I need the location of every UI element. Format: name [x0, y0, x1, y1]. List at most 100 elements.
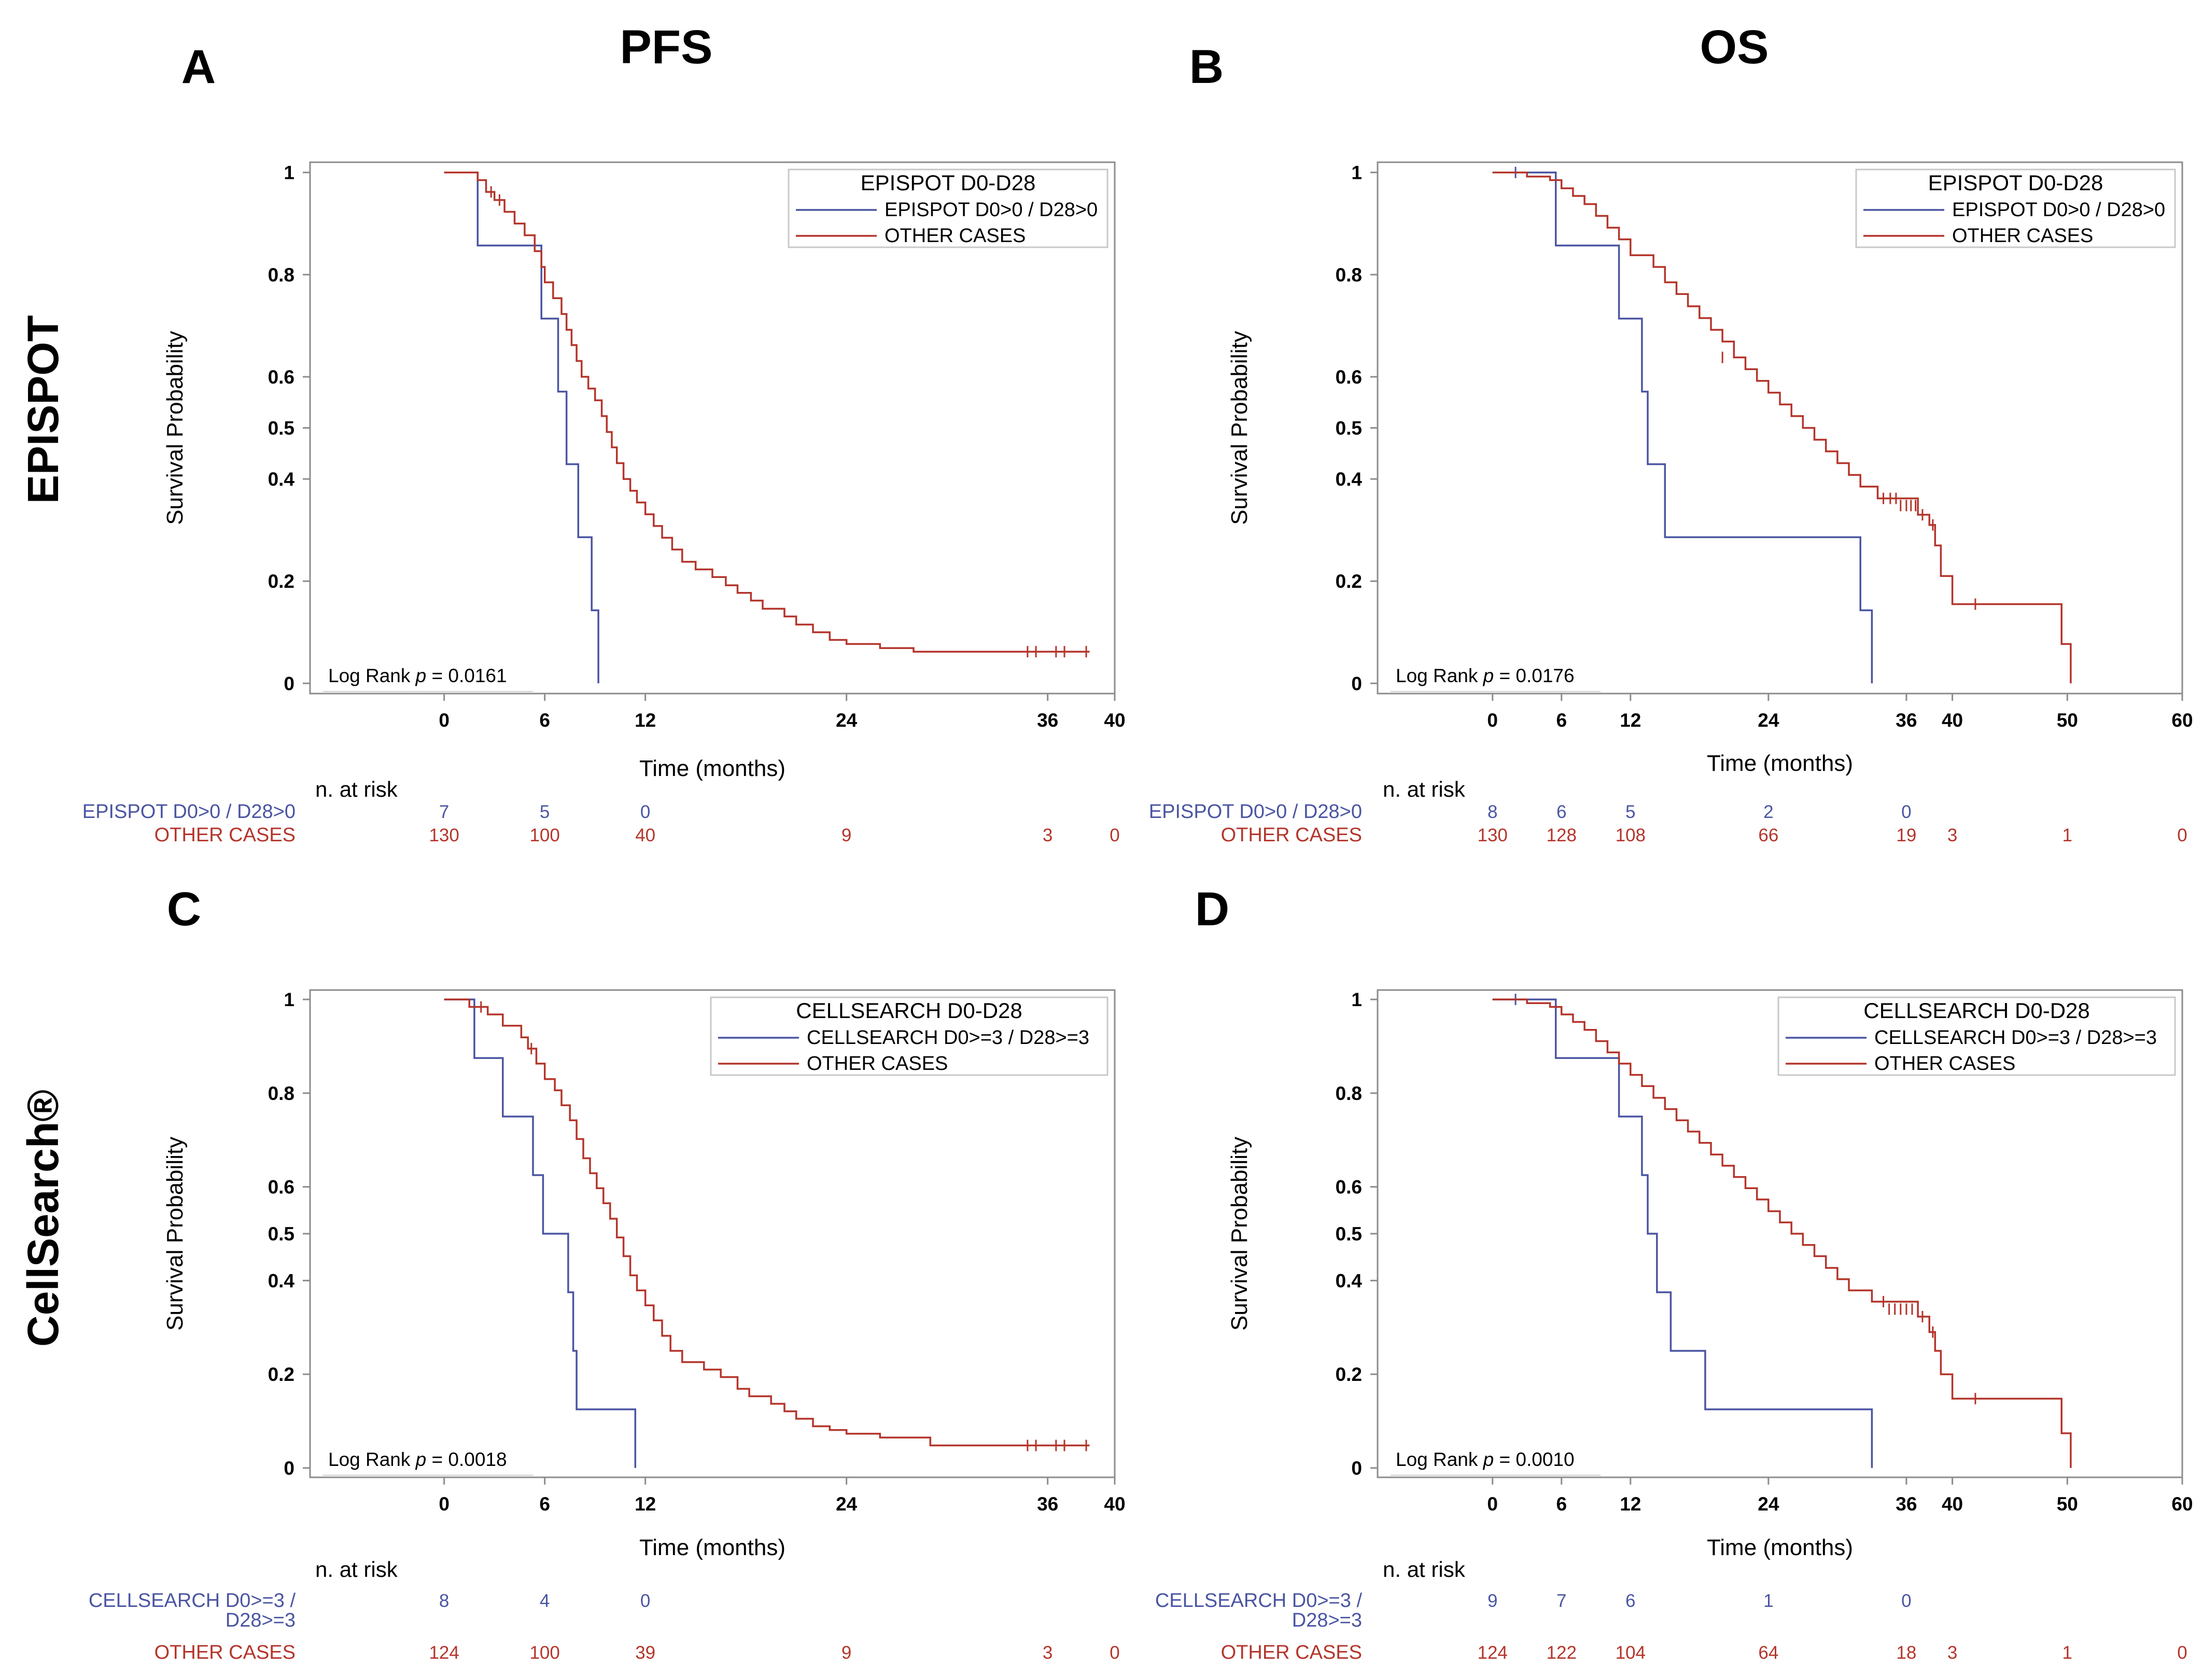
- risk-count: 4: [540, 1591, 550, 1611]
- risk-table-title: n. at risk: [315, 777, 398, 801]
- risk-count: 39: [635, 1643, 655, 1663]
- y-tick-label: 0.2: [268, 1364, 294, 1385]
- legend-box: [1777, 996, 2176, 1076]
- risk-table-title: n. at risk: [1383, 1557, 1466, 1582]
- risk-count: 1: [1763, 1591, 1773, 1611]
- y-axis-label: Survival Probability: [1227, 331, 1252, 525]
- legend-entry: EPISPOT D0>0 / D28>0: [1952, 199, 2165, 221]
- y-tick-label: 0.2: [1336, 571, 1362, 592]
- risk-count: 8: [1488, 802, 1497, 822]
- risk-table-title: n. at risk: [1383, 777, 1466, 801]
- x-tick-label: 12: [635, 1493, 656, 1515]
- km-panel-b: B00.20.40.50.60.810 6 12 24 36 40 50 60Survival…: [1149, 40, 2193, 846]
- risk-count: 0: [1901, 1591, 1911, 1611]
- risk-row-label: CELLSEARCH D0>=3 /: [1155, 1590, 1363, 1612]
- log-rank-pvalue: Log Rank p = 0.0010: [1396, 1449, 1575, 1470]
- legend-entry: CELLSEARCH D0>=3 / D28>=3: [1874, 1027, 2157, 1049]
- x-tick-label: 6: [1556, 710, 1567, 731]
- y-tick-label: 0.6: [1336, 366, 1362, 388]
- risk-count: 3: [1947, 825, 1957, 845]
- km-curve-group: [444, 998, 637, 1468]
- risk-count: 124: [1478, 1643, 1508, 1663]
- x-axis-label: Time (months): [639, 756, 785, 781]
- km-curve-other: [1492, 171, 2072, 684]
- risk-count: 130: [429, 825, 459, 845]
- column-title-pfs: PFS: [620, 21, 713, 74]
- panel-letter-b: B: [1189, 40, 1224, 93]
- x-tick-label: 40: [1942, 710, 1963, 731]
- risk-count: 3: [1043, 1643, 1053, 1663]
- y-axis-label: Survival Probability: [1227, 1137, 1252, 1331]
- risk-count: 1: [2062, 1643, 2072, 1663]
- y-tick-label: 0.5: [268, 1223, 294, 1245]
- risk-count: 2: [1763, 802, 1773, 822]
- x-tick-label: 6: [539, 1493, 550, 1515]
- risk-row-label: OTHER CASES: [1221, 824, 1362, 846]
- x-tick-label: 40: [1104, 1493, 1125, 1515]
- y-tick-label: 0.6: [268, 1177, 294, 1198]
- legend-entry: OTHER CASES: [807, 1053, 948, 1075]
- x-tick-label: 24: [836, 1493, 858, 1515]
- risk-count: 0: [1901, 802, 1911, 822]
- legend-title: CELLSEARCH D0-D28: [796, 998, 1022, 1023]
- x-axis-label: Time (months): [1707, 1535, 1853, 1560]
- km-curve-group: [1492, 998, 1873, 1468]
- x-tick-label: 50: [2057, 1493, 2078, 1515]
- x-tick-label: 40: [1104, 710, 1125, 731]
- x-tick-label: 50: [2057, 710, 2078, 731]
- x-tick-label: 60: [2171, 1493, 2193, 1515]
- y-tick-label: 1: [1351, 162, 1362, 183]
- risk-count: 40: [635, 825, 655, 845]
- legend-box: [1855, 168, 2176, 248]
- x-tick-label: 36: [1896, 710, 1917, 731]
- y-tick-label: 0.4: [268, 469, 295, 490]
- risk-table-title: n. at risk: [315, 1557, 398, 1582]
- km-curve-group: [1492, 171, 1873, 684]
- risk-row-label-cont: D28>=3: [226, 1610, 296, 1631]
- risk-count: 7: [1556, 1591, 1566, 1611]
- legend-box: [710, 996, 1108, 1076]
- risk-count: 19: [1896, 825, 1916, 845]
- x-tick-label: 24: [1758, 1493, 1779, 1515]
- risk-count: 6: [1625, 1591, 1635, 1611]
- risk-count: 5: [540, 802, 550, 822]
- risk-count: 128: [1547, 825, 1577, 845]
- log-rank-pvalue: Log Rank p = 0.0161: [328, 665, 507, 686]
- y-tick-label: 1: [284, 162, 294, 183]
- km-panel-d: D00.20.40.50.60.810 6 12 24 36 40 50 60Survival…: [1155, 883, 2193, 1663]
- risk-row-label: CELLSEARCH D0>=3 /: [89, 1590, 296, 1612]
- y-tick-label: 0.6: [268, 366, 294, 388]
- risk-count: 8: [439, 1591, 449, 1611]
- x-axis-label: Time (months): [1707, 751, 1853, 776]
- km-curve-other: [1492, 998, 2072, 1468]
- y-tick-label: 0.4: [268, 1270, 295, 1291]
- risk-row-label: OTHER CASES: [1221, 1642, 1362, 1663]
- y-tick-label: 0.2: [268, 571, 294, 592]
- risk-count: 0: [640, 802, 650, 822]
- risk-count: 108: [1616, 825, 1646, 845]
- y-tick-label: 0: [284, 673, 294, 694]
- risk-row-label: EPISPOT D0>0 / D28>0: [1149, 801, 1362, 823]
- risk-count: 5: [1625, 802, 1635, 822]
- panel-letter-d: D: [1195, 883, 1229, 936]
- y-axis-label: Survival Probability: [162, 331, 188, 525]
- x-tick-label: 12: [1620, 710, 1641, 731]
- y-tick-label: 0: [1351, 1458, 1362, 1479]
- y-tick-label: 0.6: [1336, 1177, 1362, 1198]
- x-tick-label: 36: [1037, 710, 1058, 731]
- risk-count: 100: [529, 825, 559, 845]
- risk-count: 3: [1043, 825, 1053, 845]
- km-panel-a: A 0 0.2 0.4 0.5 0.6 0.8 1 0 6 12 24 36 40 Survival Pro…: [82, 40, 1126, 846]
- x-tick-label: 24: [1758, 710, 1779, 731]
- column-title-os: OS: [1700, 21, 1769, 74]
- y-tick-label: 1: [1351, 989, 1362, 1010]
- y-tick-label: 0: [1351, 673, 1362, 694]
- row-title-epispot: EPISPOT: [19, 315, 67, 504]
- risk-count: 0: [2177, 1643, 2187, 1663]
- y-tick-label: 0.8: [1336, 264, 1362, 286]
- x-tick-label: 36: [1037, 1493, 1058, 1515]
- panel-letter-c: C: [167, 883, 201, 936]
- y-axis-label: Survival Probability: [162, 1137, 188, 1331]
